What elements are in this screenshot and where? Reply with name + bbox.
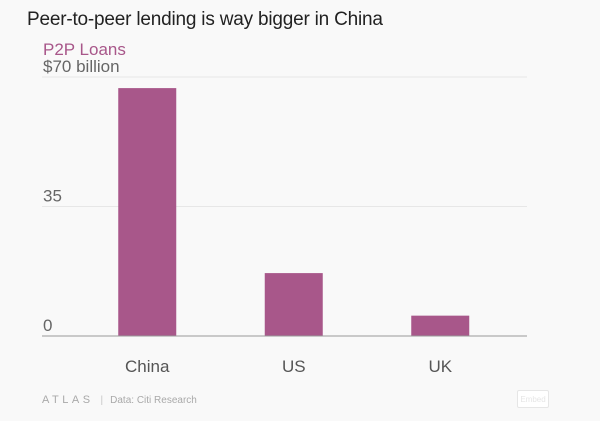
x-tick-label-us: US xyxy=(282,357,306,376)
x-tick-labels: China US UK xyxy=(125,357,453,376)
y-tick-label-2: $70 billion xyxy=(43,57,120,76)
series-label: P2P Loans xyxy=(43,40,126,59)
y-tick-label-0: 0 xyxy=(43,316,52,335)
footer-divider: | xyxy=(100,394,104,406)
y-tick-labels: 0 35 $70 billion xyxy=(43,57,120,335)
atlas-logo[interactable]: ATLAS xyxy=(42,394,94,406)
x-tick-label-uk: UK xyxy=(428,357,452,376)
gridlines xyxy=(42,76,527,207)
data-source: Data: Citi Research xyxy=(110,394,197,406)
embed-button[interactable]: Embed xyxy=(517,390,549,408)
footer: ATLAS | Data: Citi Research xyxy=(42,394,197,406)
bar-us xyxy=(264,273,323,336)
bar-uk xyxy=(411,315,470,336)
bar-china xyxy=(118,88,177,336)
x-tick-label-china: China xyxy=(125,357,170,376)
y-tick-label-1: 35 xyxy=(43,187,62,206)
chart-title: Peer-to-peer lending is way bigger in Ch… xyxy=(27,9,383,30)
bars xyxy=(118,88,470,336)
